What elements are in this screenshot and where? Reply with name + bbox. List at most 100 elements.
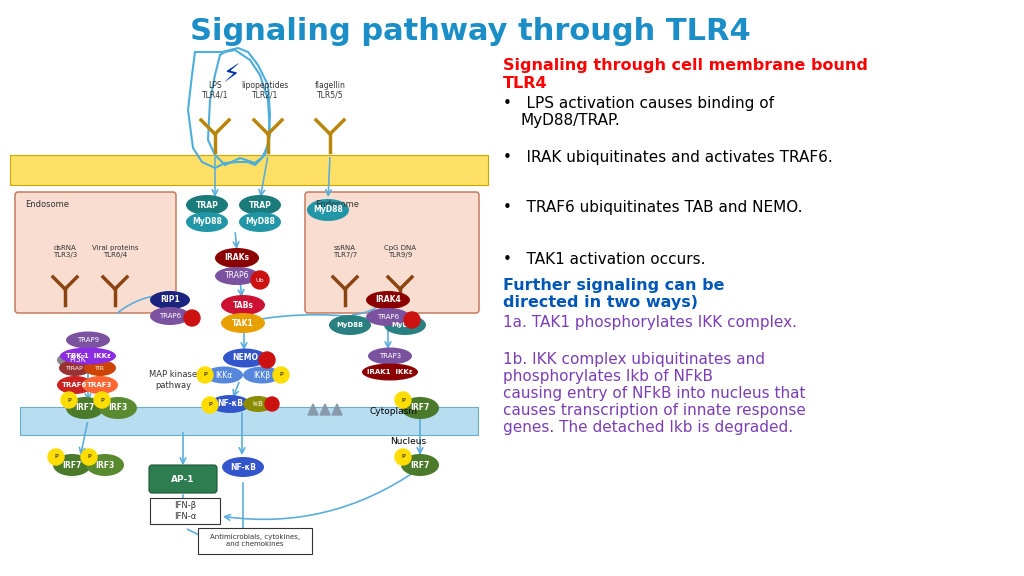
Ellipse shape (186, 195, 228, 215)
Text: •   TAK1 activation occurs.: • TAK1 activation occurs. (503, 252, 706, 267)
FancyBboxPatch shape (150, 498, 220, 524)
Text: NF-κB: NF-κB (230, 463, 256, 472)
Ellipse shape (210, 395, 250, 413)
Text: dsRNA
TLR3/3: dsRNA TLR3/3 (53, 245, 77, 258)
Text: •   IRAK ubiquitinates and activates TRAF6.: • IRAK ubiquitinates and activates TRAF6… (503, 150, 833, 165)
Ellipse shape (53, 454, 91, 476)
Ellipse shape (150, 291, 190, 309)
Text: phosphorylates Ikb of NFkB: phosphorylates Ikb of NFkB (503, 369, 713, 384)
Text: TRAF3: TRAF3 (87, 382, 113, 388)
Text: •   TRAF6 ubiquitinates TAB and NEMO.: • TRAF6 ubiquitinates TAB and NEMO. (503, 200, 803, 215)
Bar (20, 407, 478, 435)
Text: IκB: IκB (253, 401, 263, 407)
Ellipse shape (215, 267, 259, 285)
Text: TIRAP: TIRAP (67, 366, 84, 370)
Text: TRAF6: TRAF6 (62, 382, 88, 388)
Text: flagellin
TLR5/5: flagellin TLR5/5 (314, 81, 345, 100)
Ellipse shape (150, 307, 190, 325)
Circle shape (395, 392, 411, 408)
Text: MyD88: MyD88 (337, 322, 364, 328)
Text: PI3K: PI3K (70, 355, 86, 365)
Circle shape (395, 449, 411, 465)
Text: Cytoplasm: Cytoplasm (370, 407, 418, 416)
Text: P: P (208, 403, 212, 407)
FancyBboxPatch shape (150, 465, 217, 493)
Ellipse shape (366, 308, 410, 326)
Text: P: P (401, 454, 404, 460)
Text: MyD88: MyD88 (193, 218, 222, 226)
Text: ⚡: ⚡ (223, 63, 241, 87)
Text: IRF3: IRF3 (95, 460, 115, 469)
Circle shape (197, 367, 213, 383)
FancyBboxPatch shape (305, 192, 479, 313)
Text: P: P (280, 373, 283, 377)
Text: IRF7: IRF7 (76, 404, 94, 412)
Text: 1b. IKK complex ubiquitinates and: 1b. IKK complex ubiquitinates and (503, 352, 765, 367)
Text: Further signaling can be: Further signaling can be (503, 278, 725, 293)
Text: NF-κB: NF-κB (217, 400, 243, 408)
Text: IRF7: IRF7 (411, 460, 430, 469)
Circle shape (202, 397, 218, 413)
Ellipse shape (82, 376, 118, 394)
Ellipse shape (243, 366, 281, 384)
Text: P: P (87, 454, 91, 460)
Ellipse shape (239, 195, 281, 215)
Text: Signaling through cell membrane bound: Signaling through cell membrane bound (503, 58, 868, 73)
Text: IFN-β
IFN-α: IFN-β IFN-α (174, 501, 197, 521)
Text: NEMO: NEMO (232, 354, 258, 362)
Text: MyD88: MyD88 (245, 218, 274, 226)
Text: TRAP3: TRAP3 (379, 353, 401, 359)
Circle shape (81, 449, 97, 465)
Ellipse shape (223, 348, 267, 367)
FancyBboxPatch shape (15, 192, 176, 313)
Text: IRF7: IRF7 (411, 404, 430, 412)
Ellipse shape (401, 454, 439, 476)
Text: TBK-1  IKKε: TBK-1 IKKε (66, 353, 111, 359)
Text: IRAKs: IRAKs (224, 253, 250, 263)
Bar (10, 155, 488, 185)
Ellipse shape (66, 332, 110, 348)
Ellipse shape (86, 454, 124, 476)
Polygon shape (332, 404, 342, 415)
Text: RIP1: RIP1 (160, 295, 180, 305)
Text: TRAP6: TRAP6 (224, 271, 249, 281)
Text: TABs: TABs (232, 301, 253, 309)
Ellipse shape (222, 457, 264, 477)
Ellipse shape (215, 248, 259, 268)
Text: Nucleus: Nucleus (390, 437, 426, 446)
Circle shape (184, 310, 200, 326)
Text: genes. The detached Ikb is degraded.: genes. The detached Ikb is degraded. (503, 420, 794, 435)
Text: IKKα: IKKα (215, 370, 232, 380)
Ellipse shape (57, 351, 99, 369)
Circle shape (265, 397, 279, 411)
FancyBboxPatch shape (198, 528, 312, 554)
Ellipse shape (307, 199, 349, 221)
Text: Signaling pathway through TLR4: Signaling pathway through TLR4 (189, 17, 751, 47)
Text: TRAP9: TRAP9 (77, 337, 99, 343)
Circle shape (259, 352, 275, 368)
Text: P: P (100, 397, 103, 403)
Text: P: P (68, 397, 71, 403)
Text: P: P (203, 373, 207, 377)
Text: TRAP: TRAP (196, 200, 218, 210)
Polygon shape (308, 404, 318, 415)
Text: IKKβ: IKKβ (253, 370, 270, 380)
Text: •   LPS activation causes binding of: • LPS activation causes binding of (503, 96, 774, 111)
Ellipse shape (221, 313, 265, 333)
Text: directed in two ways): directed in two ways) (503, 295, 698, 310)
Ellipse shape (366, 291, 410, 309)
Ellipse shape (384, 315, 426, 335)
Text: TAK1: TAK1 (232, 319, 254, 328)
Ellipse shape (239, 212, 281, 232)
Text: Endosome: Endosome (315, 200, 359, 209)
Circle shape (273, 367, 289, 383)
Text: IRAK1  IKKε: IRAK1 IKKε (368, 369, 413, 375)
Circle shape (61, 392, 77, 408)
Text: P: P (401, 397, 404, 403)
Ellipse shape (221, 295, 265, 315)
Text: causing entry of NFkB into nucleus that: causing entry of NFkB into nucleus that (503, 386, 806, 401)
Text: TIR: TIR (95, 366, 105, 370)
Ellipse shape (368, 347, 412, 365)
Text: MAP kinase
pathway: MAP kinase pathway (148, 370, 197, 390)
Text: LPS
TLR4/1: LPS TLR4/1 (202, 81, 228, 100)
